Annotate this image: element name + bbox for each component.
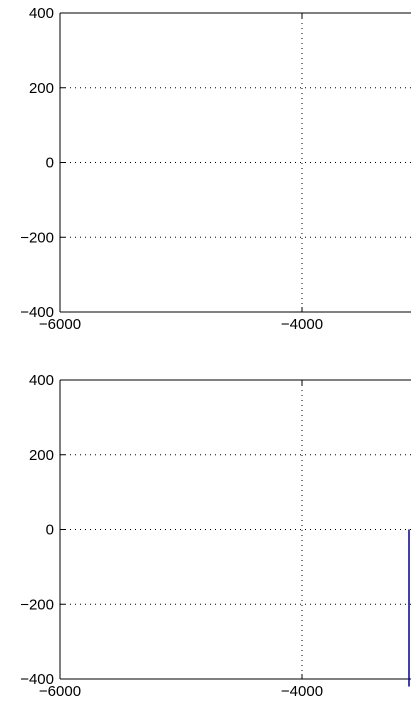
y-tick-label: −400 xyxy=(20,304,54,321)
x-tick-label: −6000 xyxy=(39,316,81,333)
y-tick-label: −400 xyxy=(20,671,54,688)
y-tick-label: 0 xyxy=(46,155,54,172)
y-tick-label: 200 xyxy=(29,447,54,464)
y-tick-label: 0 xyxy=(46,522,54,539)
y-tick-label: −200 xyxy=(20,596,54,613)
x-tick-label: −6000 xyxy=(39,683,81,700)
y-tick-label: 400 xyxy=(29,5,54,22)
y-tick-label: 400 xyxy=(29,372,54,389)
y-tick-label: −200 xyxy=(20,229,54,246)
x-tick-label: −4000 xyxy=(281,316,323,333)
x-tick-label: −4000 xyxy=(281,683,323,700)
y-tick-label: 200 xyxy=(29,80,54,97)
